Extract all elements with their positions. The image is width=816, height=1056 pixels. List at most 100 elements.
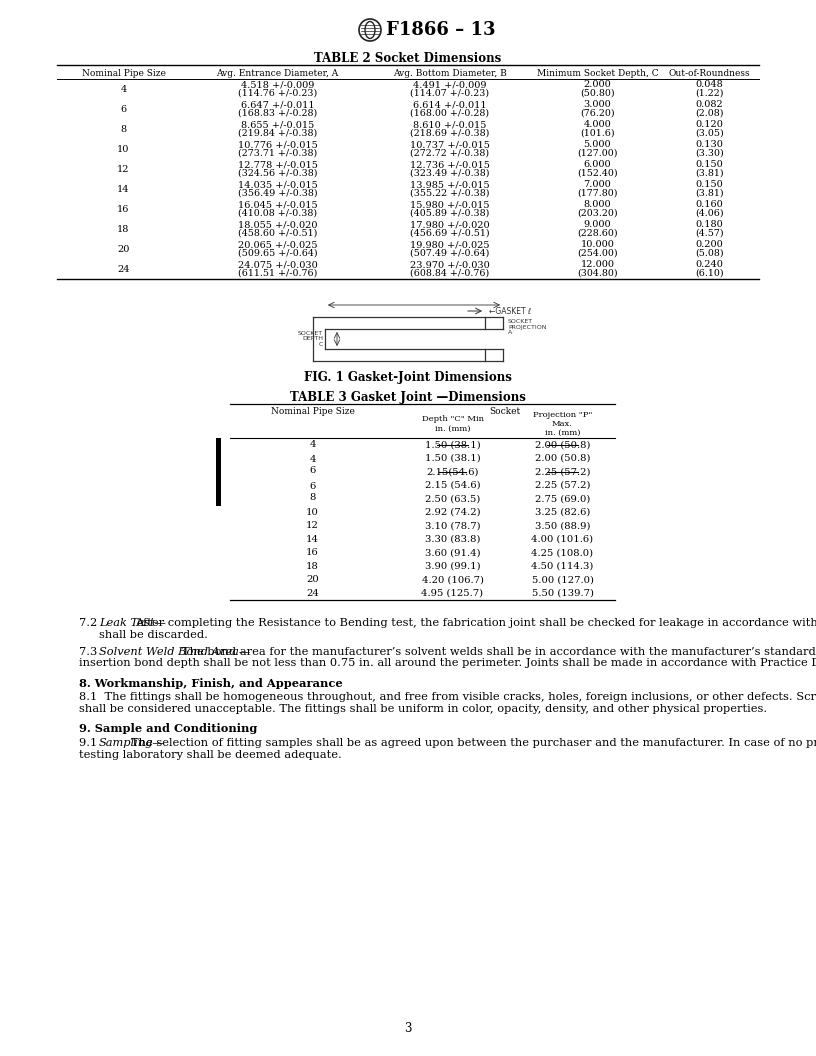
Text: (177.80): (177.80)	[577, 189, 618, 197]
Text: shall be discarded.: shall be discarded.	[99, 629, 208, 640]
Text: 16.045 +/-0.015: 16.045 +/-0.015	[237, 200, 317, 209]
Text: 4.491 +/-0.009: 4.491 +/-0.009	[413, 80, 487, 89]
Text: 7.3: 7.3	[79, 647, 97, 657]
Text: (355.22 +/-0.38): (355.22 +/-0.38)	[410, 189, 490, 197]
Text: 0.150: 0.150	[695, 161, 723, 169]
Text: 3: 3	[404, 1021, 412, 1035]
Text: Socket: Socket	[490, 407, 521, 415]
Text: 24: 24	[306, 589, 319, 598]
Text: insertion bond depth shall be not less than 0.75 in. all around the perimeter. J: insertion bond depth shall be not less t…	[79, 659, 816, 668]
Text: 3.25 (82.6): 3.25 (82.6)	[534, 508, 590, 516]
Text: (324.56 +/-0.38): (324.56 +/-0.38)	[237, 169, 317, 177]
Text: 14: 14	[118, 185, 130, 193]
Text: (1.22): (1.22)	[695, 89, 724, 97]
Text: 1.50 (38.1): 1.50 (38.1)	[424, 440, 481, 449]
Text: Leak Test—: Leak Test—	[99, 618, 166, 628]
Text: (4.57): (4.57)	[695, 228, 724, 238]
Text: (152.40): (152.40)	[577, 169, 618, 177]
Text: (6.10): (6.10)	[695, 268, 724, 278]
Text: (323.49 +/-0.38): (323.49 +/-0.38)	[410, 169, 490, 177]
Text: (76.20): (76.20)	[580, 109, 614, 117]
Text: 6: 6	[121, 105, 126, 113]
Text: ←GASKET ℓ: ←GASKET ℓ	[489, 306, 531, 316]
Text: (3.30): (3.30)	[695, 149, 724, 157]
Text: Out-of-Roundness: Out-of-Roundness	[668, 69, 751, 77]
Text: (168.00 +/-0.28): (168.00 +/-0.28)	[410, 109, 490, 117]
Text: (101.6): (101.6)	[580, 129, 614, 137]
Text: 8: 8	[121, 125, 126, 133]
Text: 4.518 +/-0.009: 4.518 +/-0.009	[241, 80, 314, 89]
Text: 4.25 (108.0): 4.25 (108.0)	[531, 548, 593, 558]
Text: 0.082: 0.082	[695, 100, 723, 109]
Text: F1866 – 13: F1866 – 13	[386, 21, 495, 39]
Text: Nominal Pipe Size: Nominal Pipe Size	[82, 69, 166, 77]
Text: SOCKET
PROJECTION
A: SOCKET PROJECTION A	[508, 319, 547, 336]
Text: 2.15(54.6): 2.15(54.6)	[426, 467, 479, 476]
Text: (304.80): (304.80)	[577, 268, 618, 278]
Text: (228.60): (228.60)	[577, 228, 618, 238]
Text: 3.000: 3.000	[583, 100, 611, 109]
Text: 23.970 +/-0.030: 23.970 +/-0.030	[410, 260, 490, 269]
Text: (114.07 +/-0.23): (114.07 +/-0.23)	[410, 89, 490, 97]
Text: 4.20 (106.7): 4.20 (106.7)	[422, 576, 484, 584]
Text: 7.2: 7.2	[79, 618, 97, 628]
Text: 5.50 (139.7): 5.50 (139.7)	[531, 589, 593, 598]
Text: 18: 18	[118, 225, 130, 233]
Text: 8.1  The fittings shall be homogeneous throughout, and free from visible cracks,: 8.1 The fittings shall be homogeneous th…	[79, 693, 816, 702]
Text: 3.10 (78.7): 3.10 (78.7)	[424, 522, 481, 530]
Text: 12: 12	[118, 165, 130, 173]
Text: 20: 20	[306, 576, 319, 584]
Text: 20.065 +/-0.025: 20.065 +/-0.025	[237, 240, 317, 249]
Text: 24.075 +/-0.030: 24.075 +/-0.030	[237, 260, 317, 269]
Text: 14: 14	[306, 534, 319, 544]
Text: 0.130: 0.130	[695, 140, 724, 149]
Text: 2.50 (63.5): 2.50 (63.5)	[425, 494, 480, 504]
Text: (507.49 +/-0.64): (507.49 +/-0.64)	[410, 248, 490, 258]
Text: 7.000: 7.000	[583, 181, 611, 189]
Text: (2.08): (2.08)	[695, 109, 724, 117]
Text: 2.25 (57.2): 2.25 (57.2)	[534, 467, 590, 476]
Text: (127.00): (127.00)	[577, 149, 618, 157]
Text: (219.84 +/-0.38): (219.84 +/-0.38)	[238, 129, 317, 137]
Text: 3.60 (91.4): 3.60 (91.4)	[424, 548, 481, 558]
Text: 17.980 +/-0.020: 17.980 +/-0.020	[410, 220, 490, 229]
Text: 2.15 (54.6): 2.15 (54.6)	[424, 480, 481, 490]
Text: 8. Workmanship, Finish, and Appearance: 8. Workmanship, Finish, and Appearance	[79, 678, 343, 689]
Text: Avg. Bottom Diameter, B: Avg. Bottom Diameter, B	[393, 69, 507, 77]
Text: Minimum Socket Depth, C: Minimum Socket Depth, C	[537, 69, 659, 77]
Text: 4.00 (101.6): 4.00 (101.6)	[531, 534, 593, 544]
Text: 0.048: 0.048	[695, 80, 723, 89]
Text: 6.000: 6.000	[583, 161, 611, 169]
Text: 6
8: 6 8	[309, 483, 316, 502]
Text: (168.83 +/-0.28): (168.83 +/-0.28)	[238, 109, 317, 117]
Text: 4.50 (114.3): 4.50 (114.3)	[531, 562, 594, 570]
Text: Projection "P"
Max.
in. (mm): Projection "P" Max. in. (mm)	[533, 411, 592, 437]
Text: 6.614 +/-0.011: 6.614 +/-0.011	[413, 100, 487, 109]
Text: 10: 10	[306, 508, 319, 516]
Text: Avg. Entrance Diameter, A: Avg. Entrance Diameter, A	[216, 69, 339, 77]
Text: 2.00 (50.8): 2.00 (50.8)	[534, 454, 590, 463]
Text: 18: 18	[306, 562, 319, 570]
Text: 18.055 +/-0.020: 18.055 +/-0.020	[237, 220, 317, 229]
Text: SOCKET
DEPTH
C: SOCKET DEPTH C	[298, 331, 323, 347]
Text: (5.08): (5.08)	[695, 248, 724, 258]
Text: (4.06): (4.06)	[695, 208, 724, 218]
Text: 19.980 +/-0.025: 19.980 +/-0.025	[410, 240, 490, 249]
Text: Solvent Weld Bond Area—: Solvent Weld Bond Area—	[99, 647, 251, 657]
Text: 10.776 +/-0.015: 10.776 +/-0.015	[237, 140, 317, 149]
Text: Sampling—: Sampling—	[99, 738, 165, 748]
Text: 16: 16	[118, 205, 130, 213]
Text: 2.92 (74.2): 2.92 (74.2)	[424, 508, 481, 516]
Text: (356.49 +/-0.38): (356.49 +/-0.38)	[237, 189, 317, 197]
Text: 3.30 (83.8): 3.30 (83.8)	[425, 534, 481, 544]
Text: 4.95 (125.7): 4.95 (125.7)	[421, 589, 484, 598]
Text: (456.69 +/-0.51): (456.69 +/-0.51)	[410, 228, 490, 238]
Text: 0.200: 0.200	[695, 240, 723, 249]
Text: (114.76 +/-0.23): (114.76 +/-0.23)	[238, 89, 317, 97]
Text: 10.737 +/-0.015: 10.737 +/-0.015	[410, 140, 490, 149]
Text: TABLE 3 Gasket Joint —Dimensions: TABLE 3 Gasket Joint —Dimensions	[290, 391, 526, 404]
Text: TABLE 2 Socket Dimensions: TABLE 2 Socket Dimensions	[314, 52, 502, 65]
Text: 3.50 (88.9): 3.50 (88.9)	[534, 522, 590, 530]
Text: (611.51 +/-0.76): (611.51 +/-0.76)	[237, 268, 317, 278]
Text: (272.72 +/-0.38): (272.72 +/-0.38)	[410, 149, 490, 157]
